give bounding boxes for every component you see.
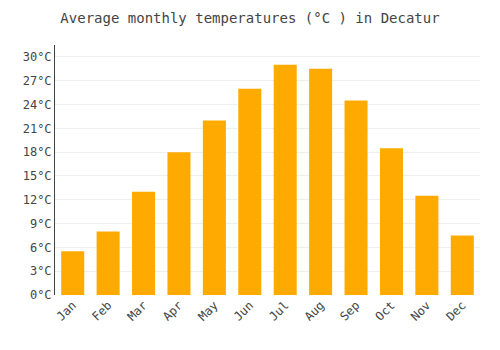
svg-text:Jul: Jul [266, 298, 291, 323]
svg-text:6°C: 6°C [30, 241, 52, 255]
svg-text:Feb: Feb [89, 298, 114, 323]
svg-text:18°C: 18°C [23, 145, 52, 159]
svg-text:Mar: Mar [125, 298, 150, 323]
svg-text:Apr: Apr [160, 298, 185, 323]
svg-text:15°C: 15°C [23, 169, 52, 183]
svg-text:21°C: 21°C [23, 122, 52, 136]
svg-text:Nov: Nov [408, 298, 433, 323]
svg-text:0°C: 0°C [30, 288, 52, 302]
svg-text:30°C: 30°C [23, 50, 52, 64]
svg-text:Jan: Jan [54, 298, 79, 323]
svg-text:May: May [196, 298, 221, 323]
svg-text:9°C: 9°C [30, 217, 52, 231]
svg-text:Aug: Aug [302, 298, 327, 323]
svg-text:24°C: 24°C [23, 98, 52, 112]
svg-text:Sep: Sep [337, 298, 362, 323]
svg-text:Average monthly temperatures (: Average monthly temperatures (°C ) in De… [60, 10, 439, 26]
svg-text:27°C: 27°C [23, 74, 52, 88]
svg-text:12°C: 12°C [23, 193, 52, 207]
svg-text:Jun: Jun [231, 298, 256, 323]
svg-text:3°C: 3°C [30, 264, 52, 278]
svg-text:Dec: Dec [443, 298, 468, 323]
svg-text:Oct: Oct [373, 298, 398, 323]
